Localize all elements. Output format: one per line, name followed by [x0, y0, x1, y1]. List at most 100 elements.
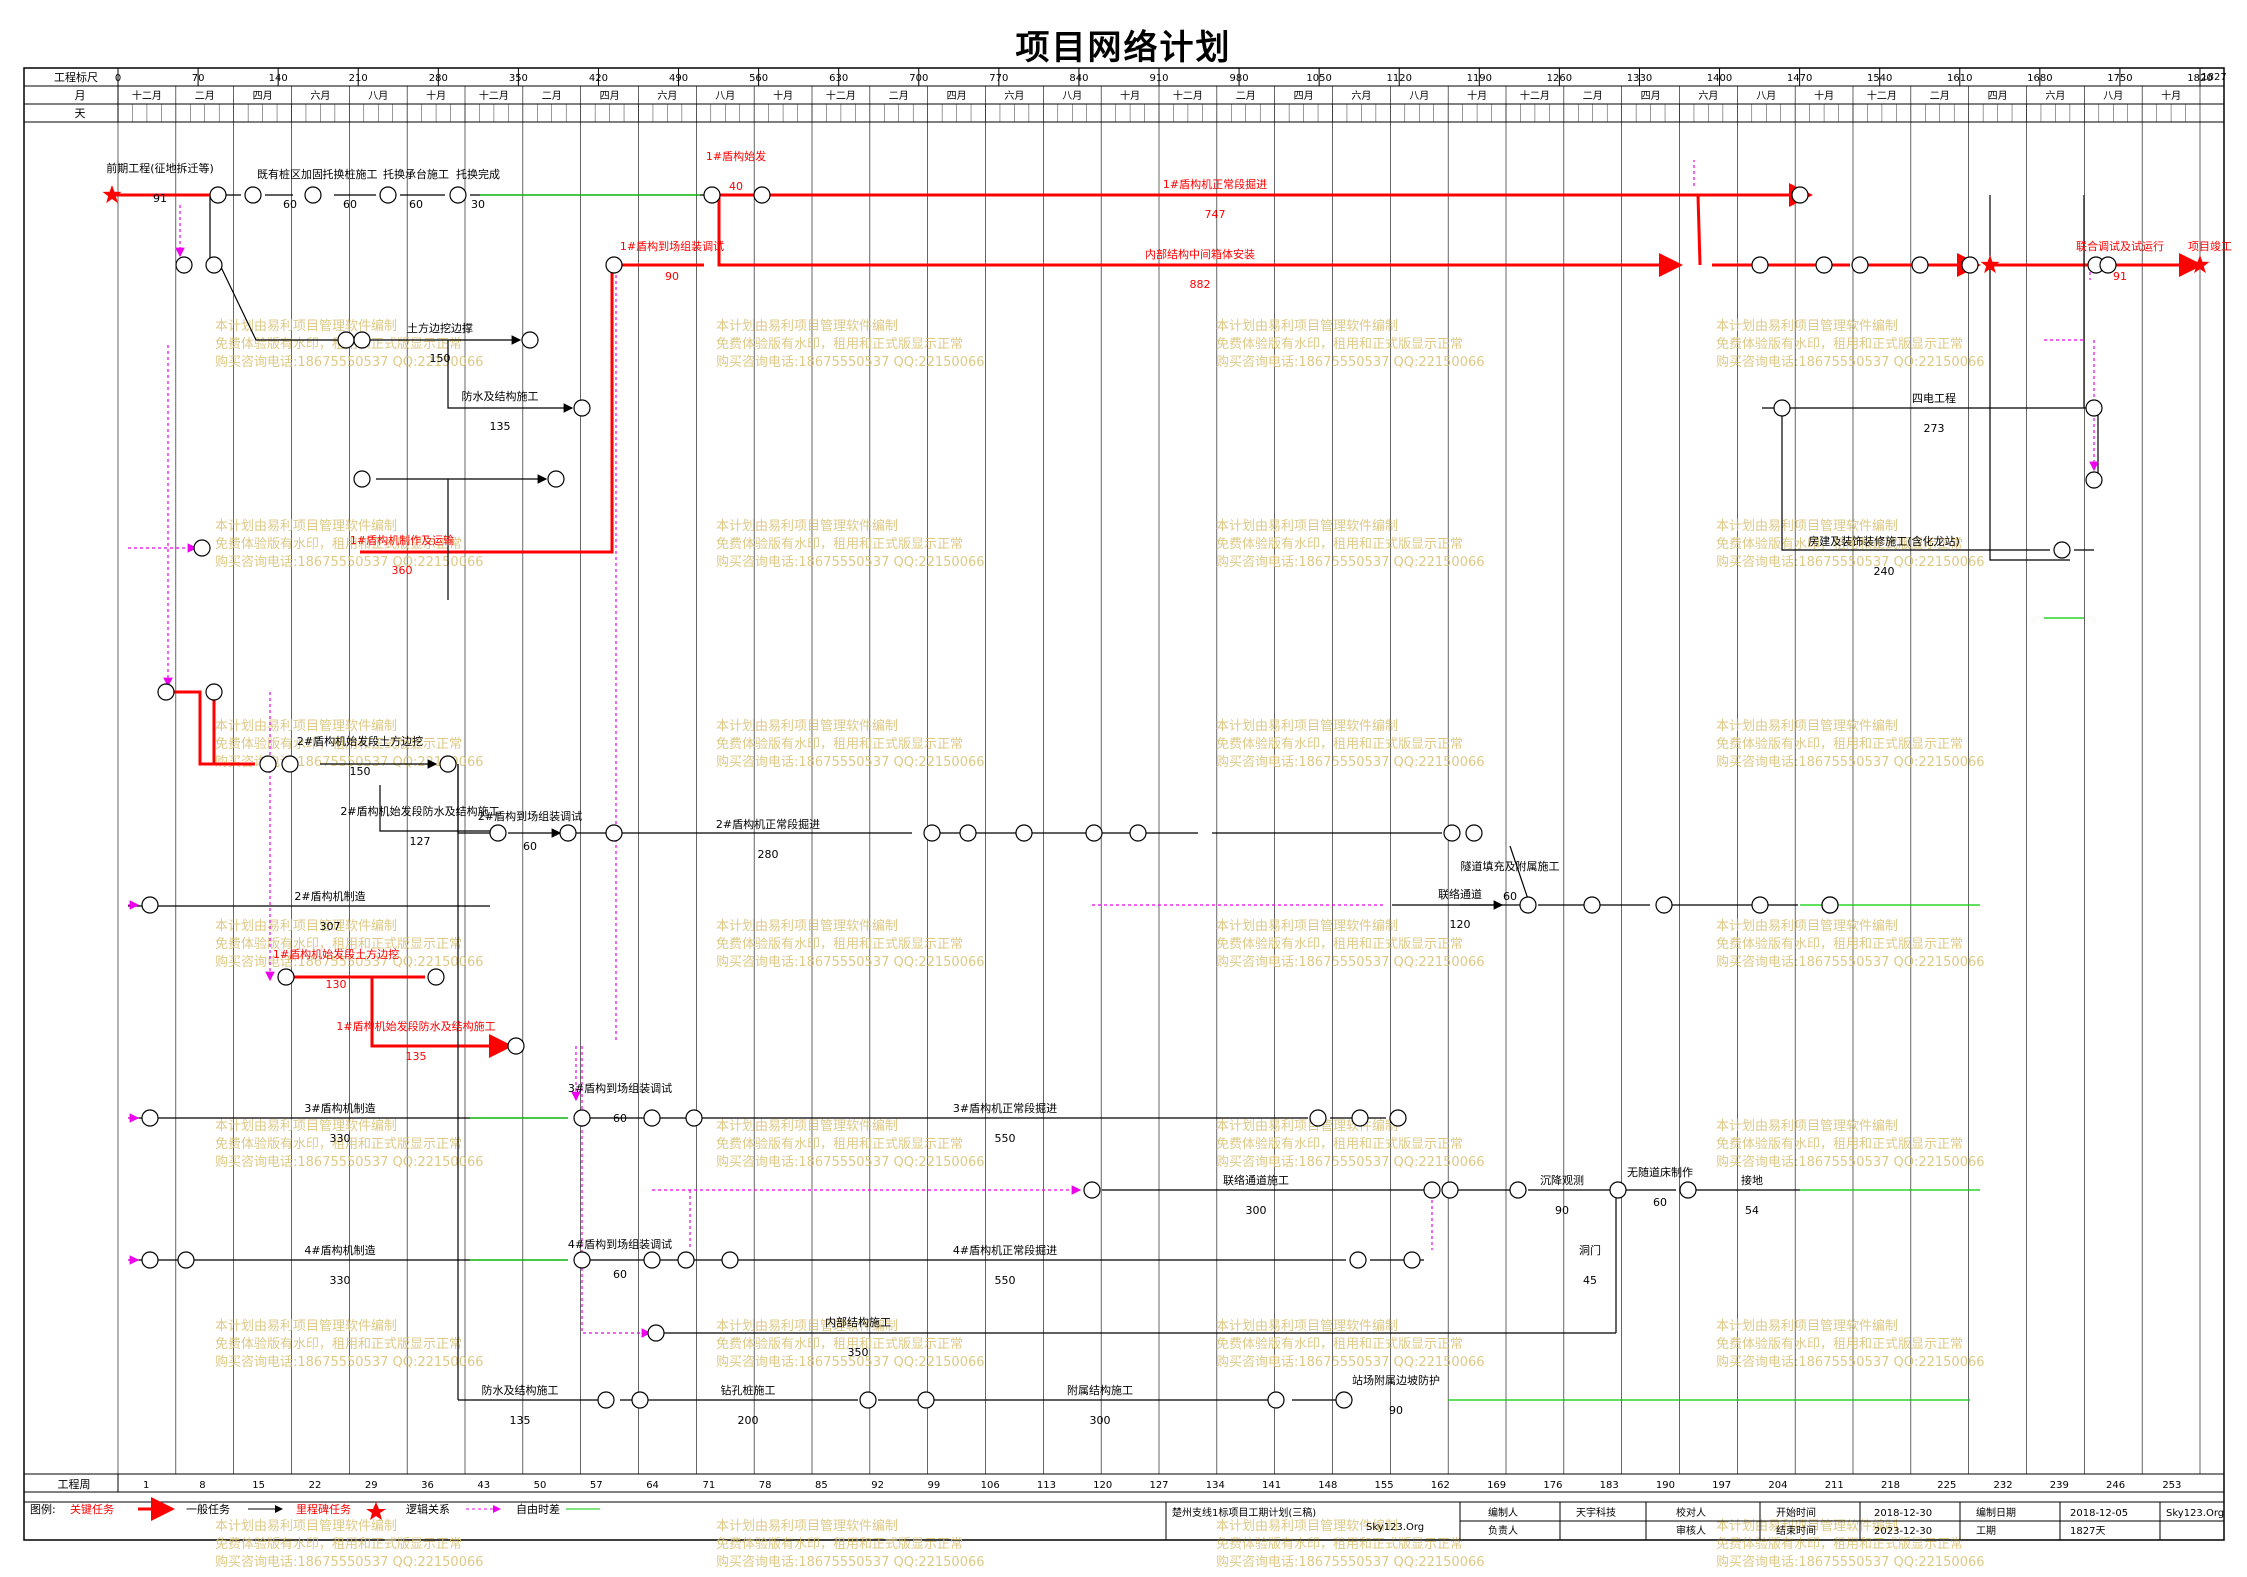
event-node[interactable] — [559, 824, 577, 842]
footer-maker: 天宇科技 — [1576, 1506, 1616, 1519]
footer-date: 2018-12-05 — [2070, 1508, 2128, 1519]
event-node[interactable] — [605, 256, 623, 274]
event-node[interactable] — [507, 1037, 525, 1055]
event-node[interactable] — [677, 1251, 695, 1269]
event-node[interactable] — [205, 683, 223, 701]
timescale-header: 工程标尺 月 天 工程周 1827 — [24, 68, 2227, 1503]
event-node[interactable] — [923, 824, 941, 842]
event-node[interactable] — [281, 755, 299, 773]
footer-checker-label: 校对人 — [1676, 1506, 1706, 1519]
event-node[interactable] — [1519, 896, 1537, 914]
week-label: 162 — [1431, 1480, 1450, 1491]
event-node[interactable] — [439, 755, 457, 773]
event-node[interactable] — [2053, 541, 2071, 559]
event-node[interactable] — [353, 331, 371, 349]
event-node[interactable] — [1129, 824, 1147, 842]
event-node[interactable] — [337, 331, 355, 349]
event-node[interactable] — [2099, 256, 2117, 274]
activity-duration: 60 — [613, 1268, 627, 1281]
event-node[interactable] — [277, 968, 295, 986]
event-node[interactable] — [1911, 256, 1929, 274]
event-node[interactable] — [1351, 1109, 1369, 1127]
event-node[interactable] — [573, 1251, 591, 1269]
activity-label: 3#盾构到场组装调试 — [568, 1081, 672, 1095]
event-node[interactable] — [304, 186, 322, 204]
event-node[interactable] — [573, 1109, 591, 1127]
event-nodes[interactable] — [102, 185, 2210, 1409]
event-node[interactable] — [917, 1391, 935, 1409]
event-node[interactable] — [2085, 471, 2103, 489]
event-node[interactable] — [489, 824, 507, 842]
milestone-star-icon[interactable] — [1980, 255, 2000, 274]
event-node[interactable] — [1443, 824, 1461, 842]
legend-milestone-label: 里程碑任务 — [296, 1503, 351, 1516]
watermark-text: 免费体验版有水印，租用和正式版显示正常 — [215, 536, 462, 552]
event-node[interactable] — [141, 1251, 159, 1269]
week-label: 120 — [1093, 1480, 1112, 1491]
event-node[interactable] — [1335, 1391, 1353, 1409]
event-node[interactable] — [859, 1391, 877, 1409]
event-node[interactable] — [157, 683, 175, 701]
event-node[interactable] — [1655, 896, 1673, 914]
event-node[interactable] — [379, 186, 397, 204]
milestone-star-icon[interactable] — [102, 185, 122, 204]
event-node[interactable] — [1441, 1181, 1459, 1199]
event-node[interactable] — [1465, 824, 1483, 842]
event-node[interactable] — [685, 1109, 703, 1127]
event-node[interactable] — [1309, 1109, 1327, 1127]
event-node[interactable] — [175, 256, 193, 274]
event-node[interactable] — [205, 256, 223, 274]
event-node[interactable] — [643, 1251, 661, 1269]
event-node[interactable] — [631, 1391, 649, 1409]
event-node[interactable] — [449, 186, 467, 204]
event-node[interactable] — [209, 186, 227, 204]
event-node[interactable] — [2085, 399, 2103, 417]
event-node[interactable] — [1821, 896, 1839, 914]
event-node[interactable] — [703, 186, 721, 204]
footer-site: Sky123.Org — [1366, 1522, 1424, 1533]
event-node[interactable] — [1609, 1181, 1627, 1199]
watermark-text: 购买咨询电话:18675550537 QQ:22150066 — [215, 354, 484, 370]
event-node[interactable] — [1423, 1181, 1441, 1199]
event-node[interactable] — [959, 824, 977, 842]
event-node[interactable] — [1773, 399, 1791, 417]
event-node[interactable] — [753, 186, 771, 204]
event-node[interactable] — [573, 399, 591, 417]
milestone-star-icon[interactable] — [2190, 255, 2210, 274]
event-node[interactable] — [259, 755, 277, 773]
event-node[interactable] — [1083, 1181, 1101, 1199]
event-node[interactable] — [141, 1109, 159, 1127]
activity-label: 沉降观测 — [1540, 1173, 1584, 1187]
event-node[interactable] — [1349, 1251, 1367, 1269]
event-node[interactable] — [141, 896, 159, 914]
event-node[interactable] — [1679, 1181, 1697, 1199]
event-node[interactable] — [1583, 896, 1601, 914]
event-node[interactable] — [1085, 824, 1103, 842]
event-node[interactable] — [177, 1251, 195, 1269]
event-node[interactable] — [605, 824, 623, 842]
event-node[interactable] — [1509, 1181, 1527, 1199]
event-node[interactable] — [597, 1391, 615, 1409]
event-node[interactable] — [1015, 824, 1033, 842]
event-node[interactable] — [193, 539, 211, 557]
event-node[interactable] — [1751, 256, 1769, 274]
event-node[interactable] — [647, 1324, 665, 1342]
event-node[interactable] — [427, 968, 445, 986]
event-node[interactable] — [1751, 896, 1769, 914]
event-node[interactable] — [547, 470, 565, 488]
event-node[interactable] — [244, 186, 262, 204]
event-node[interactable] — [521, 331, 539, 349]
event-node[interactable] — [1403, 1251, 1421, 1269]
event-node[interactable] — [353, 470, 371, 488]
watermark-text: 购买咨询电话:18675550537 QQ:22150066 — [1716, 1554, 1985, 1570]
event-node[interactable] — [1961, 256, 1979, 274]
event-node[interactable] — [1267, 1391, 1285, 1409]
event-node[interactable] — [1851, 256, 1869, 274]
event-node[interactable] — [721, 1251, 739, 1269]
event-node[interactable] — [1791, 186, 1809, 204]
activity-labels: 前期工程(征地拆迁等) 91 1#盾构机正常段掘进 747 内部结构中间箱体安装 882 1… — [106, 149, 2232, 1427]
event-node[interactable] — [1815, 256, 1833, 274]
event-node[interactable] — [1389, 1109, 1407, 1127]
event-node[interactable] — [643, 1109, 661, 1127]
